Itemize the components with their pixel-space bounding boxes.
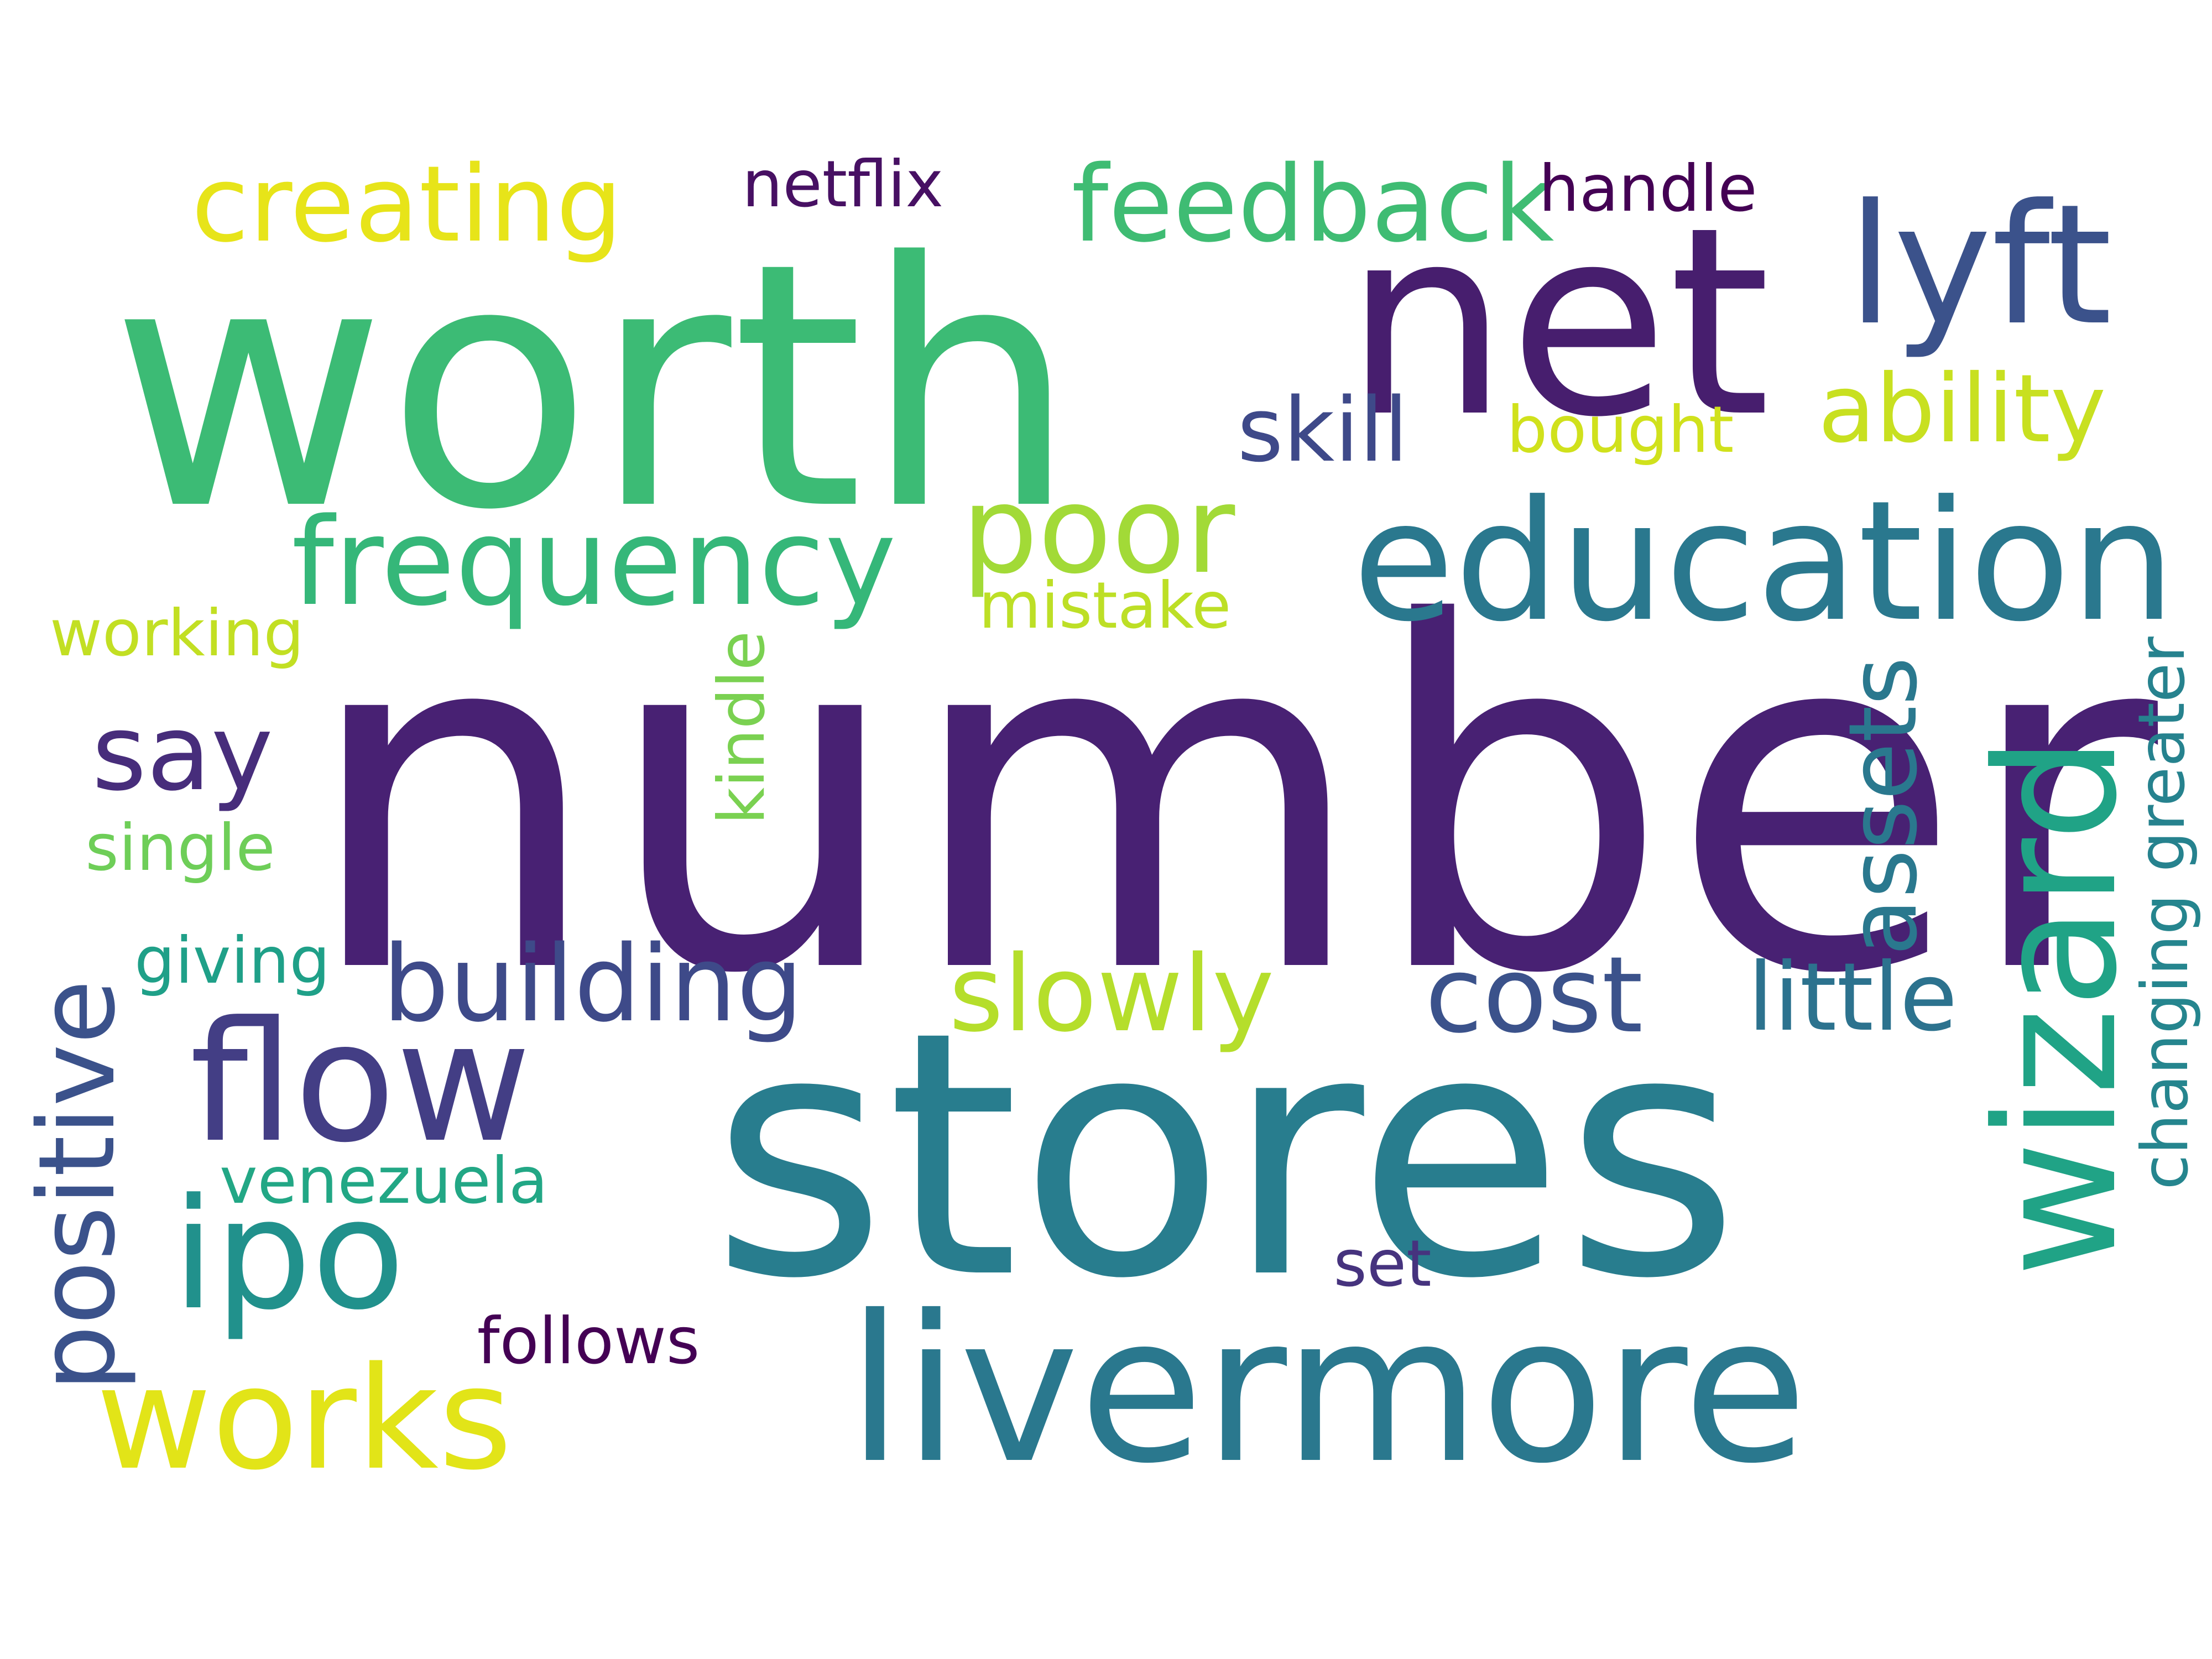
word-education: education: [1352, 465, 2176, 658]
word-building: building: [382, 923, 804, 1045]
word-creating: creating: [191, 143, 623, 265]
word-positive: positive: [16, 979, 138, 1392]
word-greater: greater: [2125, 637, 2199, 872]
word-changing: changing: [2128, 894, 2203, 1190]
word-cost: cost: [1425, 934, 1644, 1056]
word-assets: assets: [1829, 656, 1938, 956]
word-flow: flow: [190, 986, 531, 1179]
word-little: little: [1747, 943, 1958, 1052]
word-frequency: frequency: [291, 493, 896, 633]
word-livermore: livermore: [847, 1272, 1808, 1508]
word-netflix: netflix: [742, 147, 944, 222]
word-ipo: ipo: [172, 1166, 405, 1344]
word-handle: handle: [1538, 152, 1757, 226]
word-ability: ability: [1818, 354, 2106, 464]
word-net: net: [1344, 171, 1771, 474]
word-wizard: wizard: [1960, 735, 2153, 1277]
word-lyft: lyft: [1847, 169, 2112, 362]
word-single: single: [85, 811, 275, 885]
word-skill: skill: [1237, 378, 1408, 482]
word-poor: poor: [961, 461, 1235, 601]
word-stores: stores: [711, 959, 1740, 1352]
word-set: set: [1333, 1227, 1432, 1301]
word-works: works: [96, 1337, 513, 1501]
word-working: working: [49, 596, 305, 671]
word-follows: follows: [477, 1304, 700, 1379]
word-number: number: [301, 524, 2158, 1077]
word-bought: bought: [1506, 393, 1734, 467]
word-mistake: mistake: [978, 568, 1232, 643]
word-venezuela: venezuela: [220, 1144, 548, 1218]
word-say: say: [92, 692, 273, 814]
word-worth: worth: [110, 191, 1078, 583]
word-kindle: kindle: [705, 630, 779, 825]
word-slowly: slowly: [948, 933, 1275, 1055]
word-feedback: feedback: [1071, 143, 1554, 265]
word-giving: giving: [134, 924, 330, 998]
